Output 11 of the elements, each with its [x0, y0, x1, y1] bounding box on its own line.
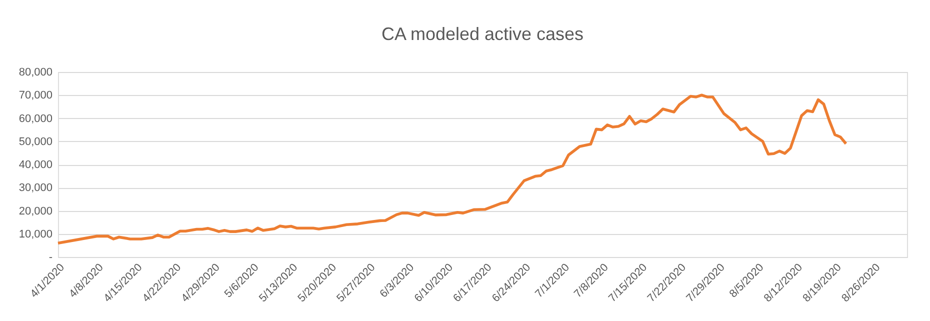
- y-tick-label: 50,000: [18, 136, 52, 148]
- chart-title: CA modeled active cases: [381, 24, 584, 44]
- y-tick-label: 40,000: [18, 159, 52, 171]
- y-tick-label: -: [48, 252, 53, 264]
- y-tick-label: 20,000: [18, 205, 52, 218]
- y-tick-label: 60,000: [18, 112, 52, 125]
- y-tick-label: 70,000: [18, 90, 52, 102]
- y-tick-label: 10,000: [18, 228, 52, 240]
- line-series: [56, 94, 848, 245]
- y-tick-label: 30,000: [18, 182, 52, 194]
- y-tick-label: 80,000: [18, 66, 52, 78]
